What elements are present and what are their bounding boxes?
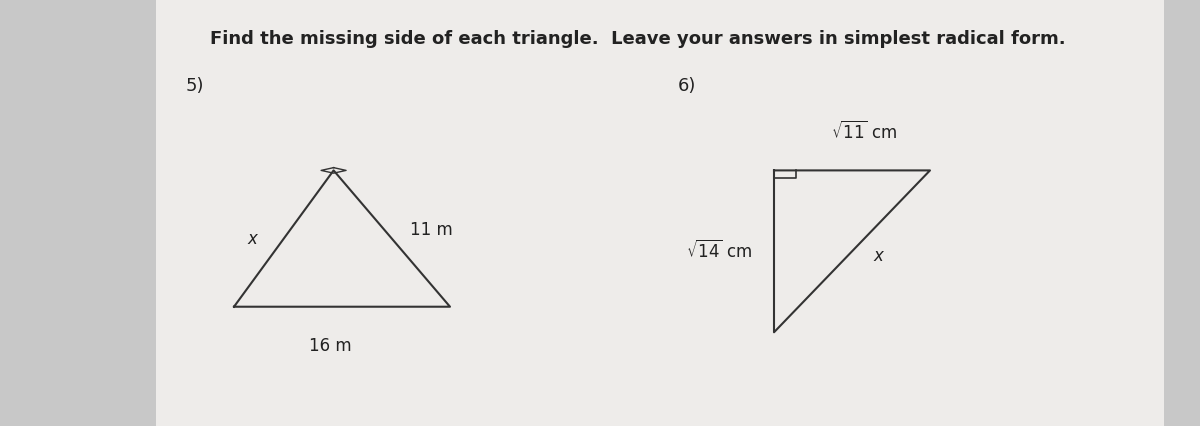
Text: 6): 6) bbox=[678, 77, 696, 95]
Text: Find the missing side of each triangle.  Leave your answers in simplest radical : Find the missing side of each triangle. … bbox=[210, 30, 1066, 48]
Text: $\sqrt{11}$ cm: $\sqrt{11}$ cm bbox=[830, 121, 898, 143]
Text: x: x bbox=[247, 230, 258, 248]
Text: 5): 5) bbox=[186, 77, 204, 95]
Bar bbox=[156, 0, 1164, 426]
Text: 16 m: 16 m bbox=[308, 337, 352, 354]
Text: 11 m: 11 m bbox=[410, 221, 452, 239]
Text: x: x bbox=[874, 247, 883, 265]
Text: $\sqrt{14}$ cm: $\sqrt{14}$ cm bbox=[686, 240, 752, 262]
